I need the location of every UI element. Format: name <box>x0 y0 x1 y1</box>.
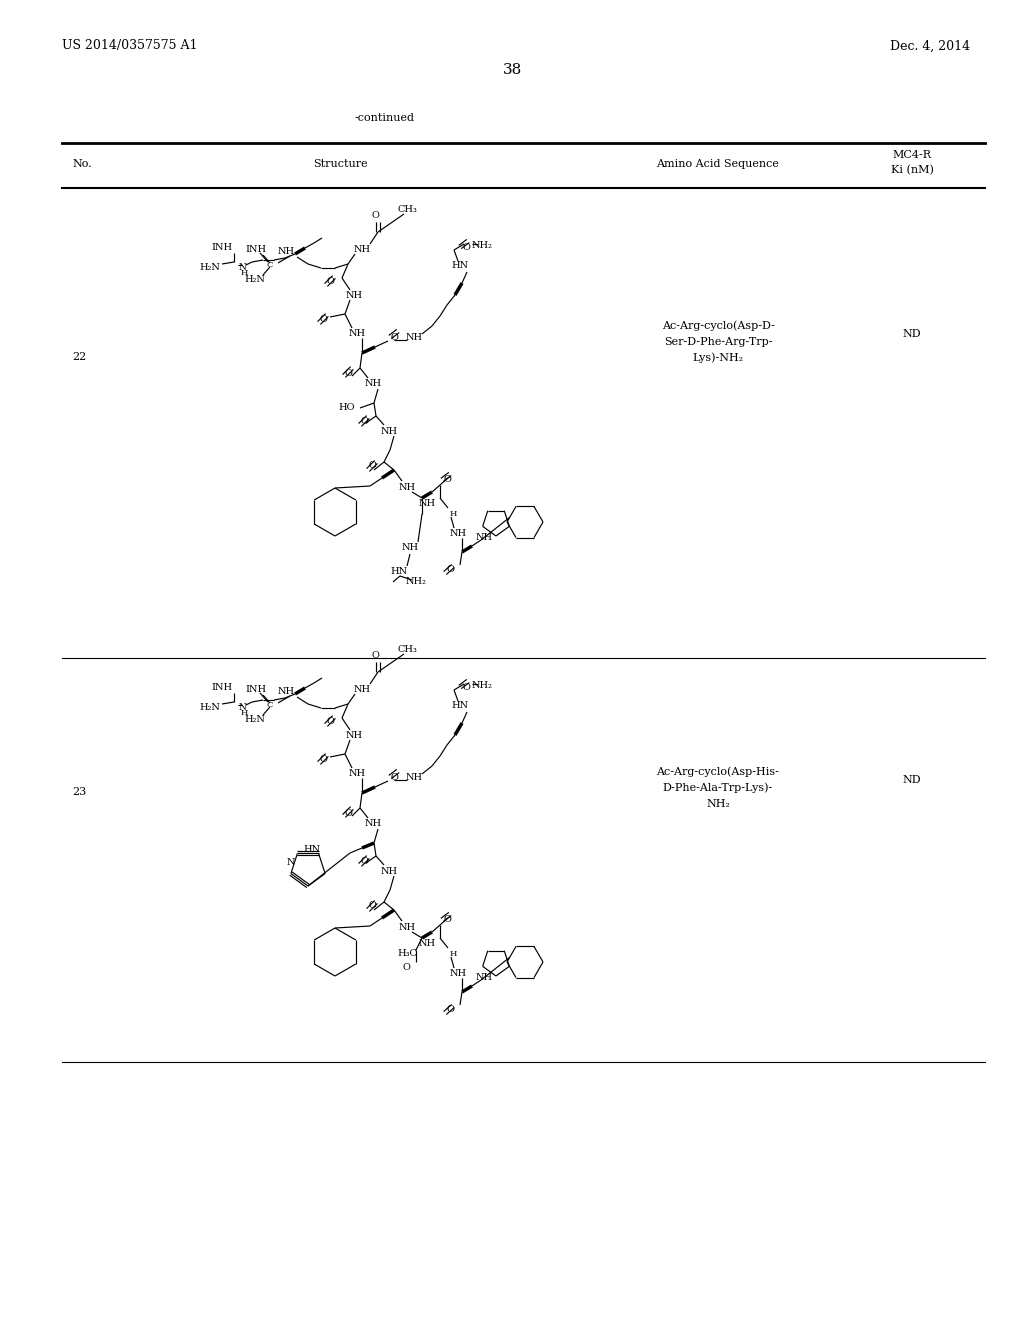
Text: INH: INH <box>211 243 232 252</box>
Text: NH: NH <box>406 333 423 342</box>
Text: Lys)-NH₂: Lys)-NH₂ <box>692 352 743 363</box>
Text: HN: HN <box>452 701 469 710</box>
Text: CH₃: CH₃ <box>397 645 417 655</box>
Text: O: O <box>371 210 379 219</box>
Text: NH: NH <box>348 329 366 338</box>
Text: NH: NH <box>278 688 295 697</box>
Text: 22: 22 <box>72 352 86 362</box>
Text: O: O <box>446 565 454 574</box>
Text: NH: NH <box>348 768 366 777</box>
Text: No.: No. <box>72 158 91 169</box>
Text: HN: HN <box>303 846 321 854</box>
Text: O: O <box>326 277 334 286</box>
Text: NH: NH <box>345 292 362 301</box>
Text: NH: NH <box>398 923 416 932</box>
Text: H₂N: H₂N <box>200 702 220 711</box>
Text: NH: NH <box>450 969 467 978</box>
Text: N: N <box>238 264 246 272</box>
Text: NH₂: NH₂ <box>707 799 730 809</box>
Text: NH: NH <box>381 426 397 436</box>
Text: 38: 38 <box>503 63 521 77</box>
Text: O: O <box>368 462 376 470</box>
Text: O: O <box>326 718 334 726</box>
Text: ND: ND <box>903 775 922 785</box>
Text: Ac-Arg-cyclo(Asp-D-: Ac-Arg-cyclo(Asp-D- <box>662 321 774 331</box>
Text: O: O <box>344 368 352 378</box>
Text: H₂N: H₂N <box>200 263 220 272</box>
Text: NH: NH <box>450 528 467 537</box>
Text: NH: NH <box>353 246 371 255</box>
Text: H₂N: H₂N <box>245 275 265 284</box>
Text: N: N <box>287 858 295 867</box>
Text: O: O <box>360 858 368 866</box>
Text: ND: ND <box>903 329 922 339</box>
Text: NH: NH <box>365 380 382 388</box>
Text: Structure: Structure <box>312 158 368 169</box>
Text: H₂N: H₂N <box>245 714 265 723</box>
Text: O: O <box>368 902 376 911</box>
Text: O: O <box>371 651 379 660</box>
Text: O: O <box>402 962 410 972</box>
Text: O: O <box>360 417 368 426</box>
Text: NH: NH <box>381 866 397 875</box>
Text: HN: HN <box>452 261 469 271</box>
Text: HO: HO <box>339 404 355 412</box>
Text: O: O <box>462 684 470 693</box>
Text: NH: NH <box>475 974 493 982</box>
Text: Dec. 4, 2014: Dec. 4, 2014 <box>890 40 970 53</box>
Text: -continued: -continued <box>355 114 415 123</box>
Text: O: O <box>446 1006 454 1015</box>
Text: US 2014/0357575 A1: US 2014/0357575 A1 <box>62 40 198 53</box>
Text: NH: NH <box>475 533 493 543</box>
Text: NH: NH <box>365 820 382 829</box>
Text: INH: INH <box>246 246 266 255</box>
Text: O: O <box>319 755 327 764</box>
Text: N: N <box>238 704 246 713</box>
Text: INH: INH <box>211 684 232 693</box>
Text: C: C <box>267 701 273 709</box>
Text: Ki (nM): Ki (nM) <box>891 165 934 176</box>
Text: NH: NH <box>278 248 295 256</box>
Text: Ac-Arg-cyclo(Asp-His-: Ac-Arg-cyclo(Asp-His- <box>656 767 779 777</box>
Text: HN: HN <box>390 566 408 576</box>
Text: H: H <box>450 950 457 958</box>
Text: Ser-D-Phe-Arg-Trp-: Ser-D-Phe-Arg-Trp- <box>664 337 772 347</box>
Text: NH: NH <box>345 731 362 741</box>
Text: O: O <box>443 475 451 484</box>
Text: H: H <box>241 269 248 277</box>
Text: NH: NH <box>419 499 436 508</box>
Text: NH: NH <box>353 685 371 694</box>
Text: NH: NH <box>419 940 436 949</box>
Text: NH₂: NH₂ <box>472 242 493 251</box>
Text: D-Phe-Ala-Trp-Lys)-: D-Phe-Ala-Trp-Lys)- <box>663 783 773 793</box>
Text: H: H <box>241 709 248 717</box>
Text: Amino Acid Sequence: Amino Acid Sequence <box>656 158 779 169</box>
Text: O: O <box>390 772 398 781</box>
Text: NH: NH <box>398 483 416 491</box>
Text: H: H <box>450 510 457 517</box>
Text: 23: 23 <box>72 787 86 797</box>
Text: INH: INH <box>246 685 266 694</box>
Text: C: C <box>267 261 273 269</box>
Text: NH₂: NH₂ <box>472 681 493 690</box>
Text: CH₃: CH₃ <box>397 206 417 214</box>
Text: MC4-R: MC4-R <box>893 150 932 160</box>
Text: O: O <box>443 916 451 924</box>
Text: NH: NH <box>401 544 419 553</box>
Text: H₃C: H₃C <box>397 949 417 958</box>
Text: O: O <box>344 808 352 817</box>
Text: NH: NH <box>406 772 423 781</box>
Text: O: O <box>390 333 398 342</box>
Text: NH₂: NH₂ <box>406 578 426 586</box>
Text: O: O <box>319 315 327 325</box>
Text: O: O <box>462 243 470 252</box>
